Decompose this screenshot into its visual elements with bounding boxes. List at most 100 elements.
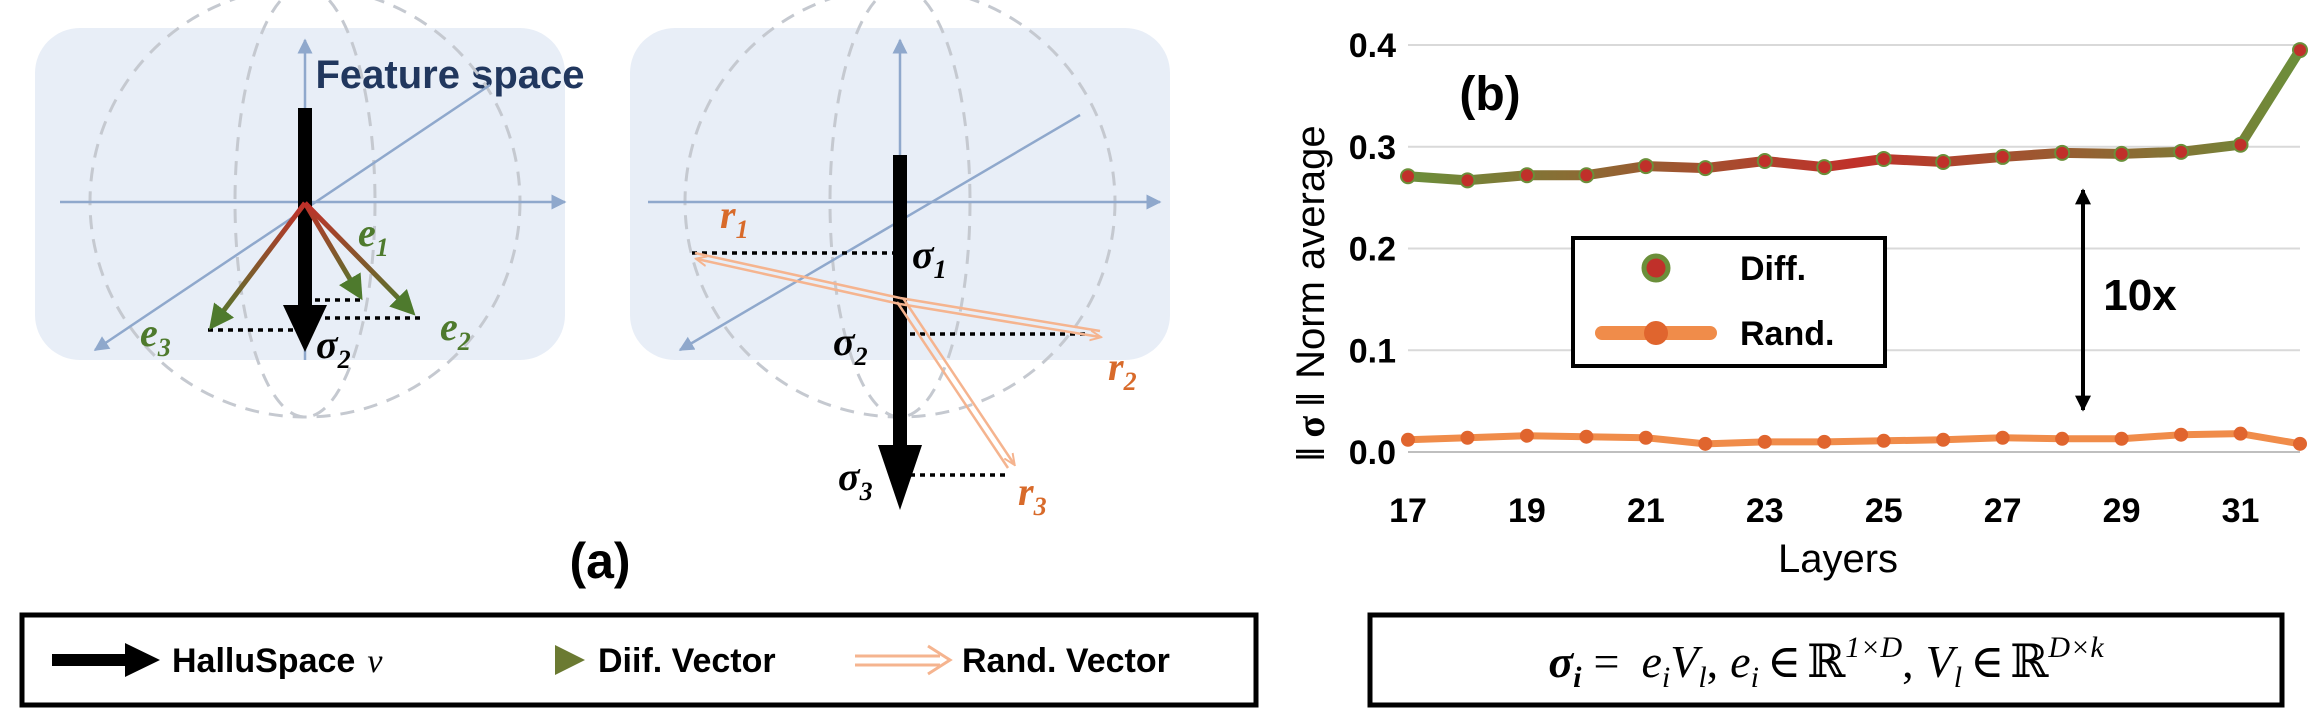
chart-data-point <box>1817 434 1832 449</box>
chart-data-point <box>1400 168 1416 185</box>
chart-data-point <box>1875 150 1892 167</box>
right-rand-vector-r3 <box>895 297 1014 469</box>
chart-x-tick-label: 19 <box>1508 492 1546 530</box>
label-e2: e2 <box>440 304 471 356</box>
left-hallu-arrowhead <box>283 305 327 352</box>
chart-data-point <box>1578 167 1595 184</box>
chart-legend-rand-marker <box>1644 321 1668 345</box>
chart-legend: Diff. Rand. <box>1571 236 1887 368</box>
chart-x-tick-label: 29 <box>2103 492 2141 530</box>
label-sigma-3: σ3 <box>838 454 873 506</box>
chart-data-point <box>1459 172 1476 189</box>
legend-rand-label: Rand. Vector <box>962 642 1170 680</box>
chart-legend-diff-marker <box>1641 253 1671 283</box>
chart-y-tick-label: 0.2 <box>1349 231 1396 269</box>
chart-data-point <box>1698 436 1713 451</box>
chart-data-point <box>1876 433 1891 448</box>
label-left-sigma: σ2 <box>316 322 351 374</box>
chart-x-tick-label: 31 <box>2222 492 2260 530</box>
chart-series-rand <box>1401 426 2307 451</box>
chart-data-point <box>1994 148 2011 165</box>
legend-rand-arrowhead <box>927 644 953 676</box>
chart-data-point <box>2233 426 2248 441</box>
left-diff-vector-e2 <box>303 201 416 316</box>
chart-data-point <box>1757 434 1772 449</box>
right-rand-vector-r1 <box>695 251 901 306</box>
panel-a: Feature space e1 e2 e3 σ2 <box>35 0 1170 589</box>
chart-x-tick-label: 23 <box>1746 492 1784 530</box>
chart-x-tick-label: 25 <box>1865 492 1903 530</box>
chart-y-tick-label: 0.1 <box>1349 332 1396 370</box>
legend-hallu-arrowhead <box>125 643 160 677</box>
left-diff-vector-e3 <box>208 201 307 330</box>
label-sigma-2: σ2 <box>833 319 868 371</box>
chart-data-point <box>1697 160 1714 177</box>
chart-y-tick-label: 0.4 <box>1349 27 1396 65</box>
label-r3: r3 <box>1018 469 1047 521</box>
chart-data-point <box>2173 143 2190 160</box>
chart-data-point <box>1995 430 2010 445</box>
feature-space-title: Feature space <box>315 53 584 97</box>
chart-legend-rand: Rand. <box>1595 315 1834 353</box>
chart-legend-diff-label: Diff. <box>1740 250 1806 288</box>
chart-data-point <box>1935 154 1952 171</box>
chart-series <box>1400 42 2308 451</box>
left-sphere: e1 e2 e3 σ2 <box>60 0 567 419</box>
chart-data-point <box>1936 432 1951 447</box>
chart-data-point <box>1518 167 1535 184</box>
chart-data-point <box>1816 159 1833 176</box>
right-sphere: r1 r2 r3 σ1 σ2 σ3 <box>648 0 1162 521</box>
chart-data-point <box>1401 432 1415 447</box>
chart-y-label: ‖ σ ‖Norm average <box>1288 125 1333 460</box>
label-r1: r1 <box>720 192 749 244</box>
chart-data-point <box>1637 158 1654 175</box>
chart-x-tick-label: 17 <box>1389 492 1427 530</box>
label-e1: e1 <box>358 210 389 262</box>
chart-data-point <box>1638 430 1653 445</box>
formula-box: σi = eiVl, ei ∈ ℝ1×D, Vl ∈ ℝD×k <box>1367 612 2285 708</box>
legend-a: HalluSpace v Diif. Vector Rand. Vector <box>19 612 1259 708</box>
right-hallu-arrowhead <box>878 445 922 510</box>
chart-series-line <box>1404 430 2304 448</box>
chart-data-point <box>2054 144 2071 161</box>
chart-legend-rand-label: Rand. <box>1740 315 1834 353</box>
chart-legend-diff: Diff. <box>1595 250 1806 288</box>
legend-hallu-label: HalluSpace v <box>172 642 383 680</box>
chart-x-tick-label: 21 <box>1627 492 1665 530</box>
chart-data-point <box>2292 42 2308 59</box>
right-rand-vector-r2 <box>899 296 1100 337</box>
chart-series-diff <box>1400 42 2308 189</box>
right-axis-diagonal <box>678 113 1081 352</box>
chart-data-point <box>1460 430 1475 445</box>
legend-diff-label: Diif. Vector <box>598 642 776 680</box>
chart-data-point <box>2293 436 2307 451</box>
label-r2: r2 <box>1108 344 1137 396</box>
ratio-annotation: 10x <box>2103 271 2177 320</box>
chart-series-line <box>1403 45 2305 186</box>
label-sigma-1: σ1 <box>912 232 947 284</box>
legend-rand-entry: Rand. Vector <box>855 642 1170 680</box>
chart-data-point <box>1519 428 1534 443</box>
label-e3: e3 <box>140 310 171 362</box>
chart-data-point <box>2174 427 2189 442</box>
chart-x-tick-label: 27 <box>1984 492 2022 530</box>
formula-border <box>1367 612 2285 708</box>
chart-y-tick-label: 0.0 <box>1349 434 1396 472</box>
chart-data-point <box>1579 429 1594 444</box>
panel-b-label: (b) <box>1459 68 1520 121</box>
chart-data-point <box>2113 145 2130 162</box>
chart-data-point <box>2055 431 2070 446</box>
chart-legend-box <box>1571 236 1887 368</box>
chart-data-point <box>1756 152 1773 169</box>
chart-data-point <box>2232 136 2249 153</box>
legend-hallu-entry: HalluSpace v <box>52 642 383 680</box>
formula-text: σi = eiVl, ei ∈ ℝ1×D, Vl ∈ ℝD×k <box>1548 631 2104 694</box>
legend-a-box <box>19 612 1259 708</box>
panel-a-caption: (a) <box>569 533 630 589</box>
legend-diff-arrowhead <box>555 645 585 675</box>
chart-data-point <box>2114 431 2129 446</box>
chart-y-tick-label: 0.3 <box>1349 129 1396 167</box>
chart-x-label: Layers <box>1778 537 1898 581</box>
left-diff-vector-e1 <box>302 201 363 301</box>
